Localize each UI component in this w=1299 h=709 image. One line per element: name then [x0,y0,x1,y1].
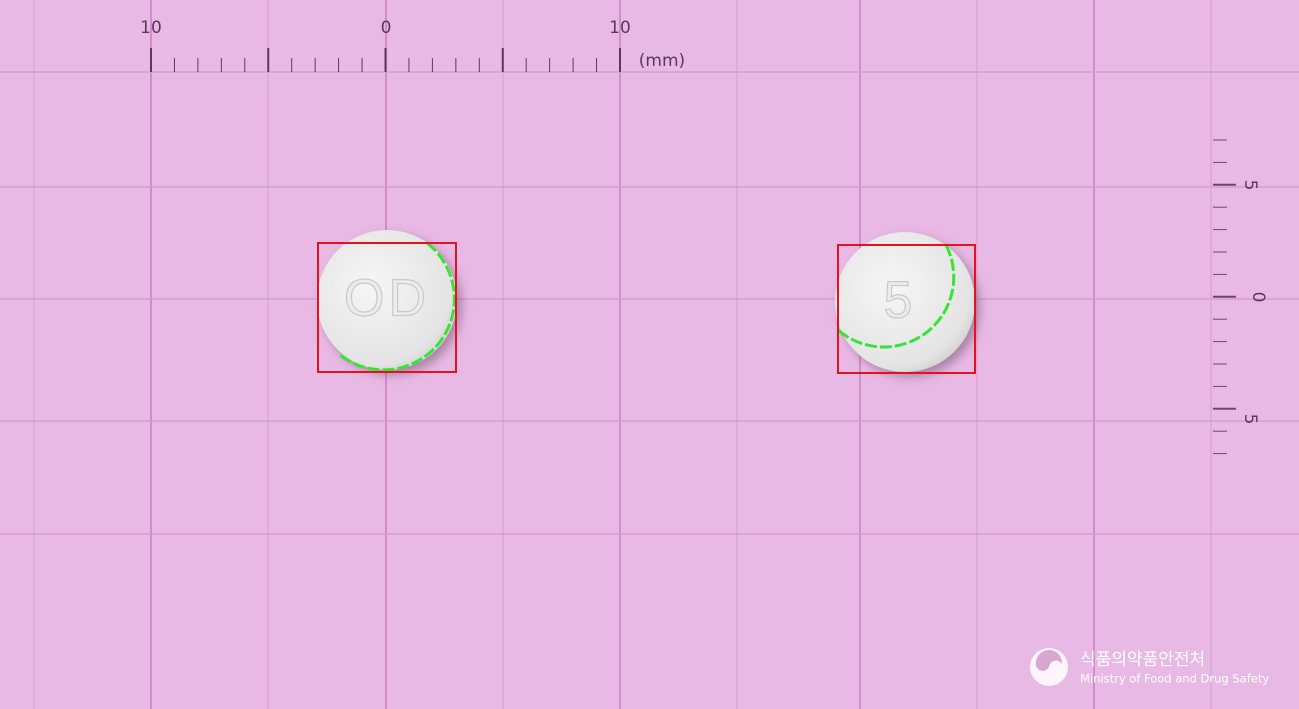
pill: OD [317,230,457,373]
ruler-label: 10 [609,18,631,38]
ruler-label: 0 [381,18,392,38]
contour [339,241,456,372]
pill-imprint: OD [344,270,430,328]
logo-korean: 식품의약품안전처 [1080,650,1205,670]
bounding-box [317,242,457,373]
ruler-label: 5 [1240,414,1260,425]
pill-body [835,232,975,372]
ruler-label: 5 [1240,180,1260,191]
ruler-label: 0 [1248,292,1268,303]
ruler-unit: (mm) [639,51,685,71]
ruler-label: 10 [140,18,162,38]
pill: 5 [835,232,976,374]
bounding-box [837,244,976,374]
logo-english: Ministry of Food and Drug Safety [1080,672,1269,686]
contour [837,244,956,349]
rulers [150,48,1236,455]
pill-body [317,230,457,370]
pill-imprint: 5 [884,272,917,330]
logo-swirl [1035,649,1063,671]
logo: 식품의약품안전처 Ministry of Food and Drug Safet… [1030,648,1269,686]
